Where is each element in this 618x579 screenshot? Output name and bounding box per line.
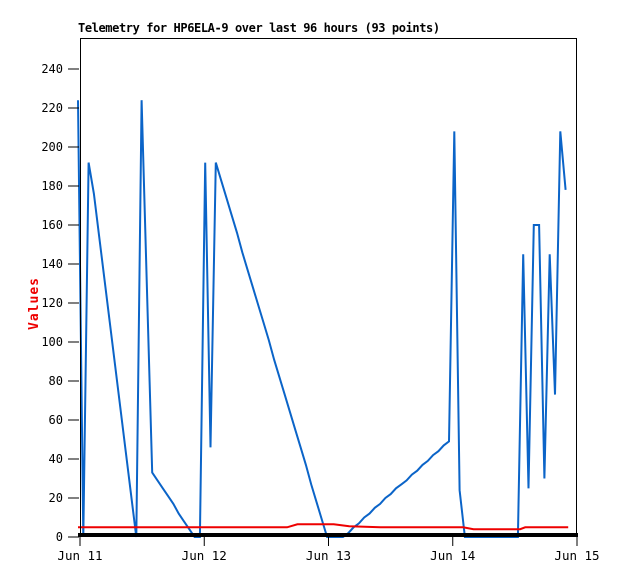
x-tick-label: Jun 15 <box>554 548 599 563</box>
y-tick-label: 20 <box>49 491 63 505</box>
x-tick-label: Jun 12 <box>182 548 227 563</box>
y-tick-label: 140 <box>41 257 63 271</box>
chart-title: Telemetry for HP6ELA-9 over last 96 hour… <box>78 21 440 35</box>
telemetry-series-line <box>77 100 567 538</box>
baseline-series-line <box>78 523 569 531</box>
y-tick-label: 160 <box>41 218 63 232</box>
y-tick-label: 200 <box>41 140 63 154</box>
x-axis-line <box>78 533 578 537</box>
x-tick-label: Jun 14 <box>430 548 475 563</box>
y-tick-label: 40 <box>49 452 63 466</box>
y-tick-label: 180 <box>41 179 63 193</box>
plot-border <box>80 38 577 537</box>
y-tick-label: 120 <box>41 296 63 310</box>
y-tick-label: 100 <box>41 335 63 349</box>
y-tick-label: 220 <box>41 101 63 115</box>
x-tick-label: Jun 13 <box>306 548 351 563</box>
y-tick-label: 0 <box>56 530 63 544</box>
y-tick-label: 80 <box>49 374 63 388</box>
y-tick-label: 240 <box>41 62 63 76</box>
y-tick-label: 60 <box>49 413 63 427</box>
x-tick-label: Jun 11 <box>57 548 102 563</box>
